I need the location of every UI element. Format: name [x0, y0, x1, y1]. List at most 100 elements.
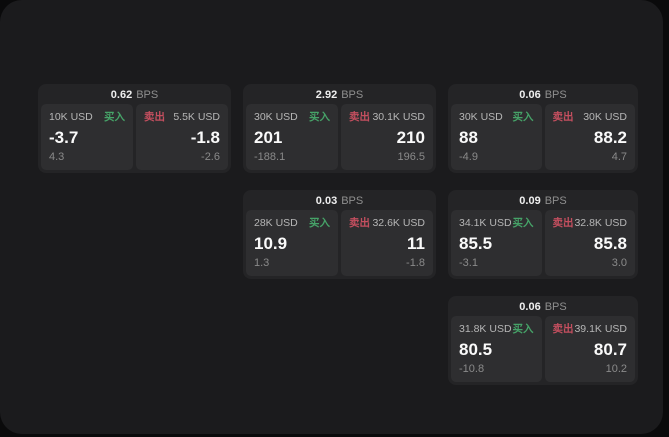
sell-amount: 5.5K USD	[173, 111, 220, 123]
bps-unit-label: BPS	[136, 89, 159, 101]
sell-price: 11	[407, 234, 425, 253]
bps-unit-label: BPS	[544, 301, 567, 313]
buy-delta: 4.3	[49, 151, 65, 163]
sell-pane-top: 卖出 39.1K USD	[553, 323, 628, 336]
bps-unit-label: BPS	[544, 195, 567, 207]
sell-side-tag: 卖出	[349, 111, 370, 123]
sell-quote-pane[interactable]: 卖出 39.1K USD 80.7 10.2	[544, 316, 635, 382]
sell-price: -1.8	[190, 128, 220, 147]
buy-delta: -188.1	[254, 151, 286, 163]
buy-amount: 31.8K USD	[459, 323, 512, 335]
buy-amount: 30K USD	[459, 111, 503, 123]
sell-pane-top: 卖出 32.8K USD	[553, 217, 628, 230]
sell-amount: 32.8K USD	[574, 217, 627, 229]
sell-side-tag: 卖出	[552, 323, 574, 335]
sell-quote-pane[interactable]: 卖出 30.1K USD 210 196.5	[341, 104, 433, 170]
buy-pane-top: 31.8K USD 买入	[459, 323, 534, 336]
bps-header: 0.06 BPS	[451, 299, 635, 316]
sell-delta: 3.0	[611, 257, 627, 269]
bps-header: 2.92 BPS	[246, 87, 433, 104]
sell-side-tag: 卖出	[552, 217, 574, 229]
quotes-grid: 0.62 BPS 10K USD 买入 -3.7 4.3 卖出 5.5K USD…	[38, 84, 638, 385]
bps-header: 0.62 BPS	[41, 87, 228, 104]
buy-side-tag: 买入	[512, 323, 534, 335]
bps-header: 0.03 BPS	[246, 193, 433, 210]
buy-price: 80.5	[459, 340, 493, 359]
quote-card-body: 30K USD 买入 201 -188.1 卖出 30.1K USD 210 1…	[246, 104, 433, 170]
buy-price: -3.7	[49, 128, 79, 147]
bps-unit-label: BPS	[341, 89, 364, 101]
buy-quote-pane[interactable]: 28K USD 买入 10.9 1.3	[246, 210, 338, 276]
buy-quote-pane[interactable]: 10K USD 买入 -3.7 4.3	[41, 104, 133, 170]
sell-pane-top: 卖出 30K USD	[553, 111, 628, 124]
quote-card: 0.03 BPS 28K USD 买入 10.9 1.3 卖出 32.6K US…	[243, 190, 436, 279]
bps-header: 0.09 BPS	[451, 193, 635, 210]
sell-amount: 30.1K USD	[372, 111, 425, 123]
quote-card: 0.06 BPS 30K USD 买入 88 -4.9 卖出 30K USD 8…	[448, 84, 638, 173]
sell-delta: 10.2	[605, 363, 627, 375]
sell-price: 80.7	[593, 340, 627, 359]
sell-delta: -1.8	[406, 257, 425, 269]
sell-quote-pane[interactable]: 卖出 32.8K USD 85.8 3.0	[544, 210, 635, 276]
sell-amount: 39.1K USD	[574, 323, 627, 335]
sell-side-tag: 卖出	[349, 217, 370, 229]
bps-value: 0.06	[519, 301, 541, 313]
buy-amount: 28K USD	[254, 217, 298, 229]
quote-card-body: 31.8K USD 买入 80.5 -10.8 卖出 39.1K USD 80.…	[451, 316, 635, 382]
sell-quote-pane[interactable]: 卖出 5.5K USD -1.8 -2.6	[136, 104, 228, 170]
quote-card: 0.06 BPS 31.8K USD 买入 80.5 -10.8 卖出 39.1…	[448, 296, 638, 385]
buy-delta: 1.3	[254, 257, 270, 269]
buy-quote-pane[interactable]: 30K USD 买入 88 -4.9	[451, 104, 542, 170]
quote-card-body: 10K USD 买入 -3.7 4.3 卖出 5.5K USD -1.8 -2.…	[41, 104, 228, 170]
sell-quote-pane[interactable]: 卖出 30K USD 88.2 4.7	[544, 104, 635, 170]
buy-pane-top: 34.1K USD 买入	[459, 217, 534, 230]
buy-side-tag: 买入	[104, 111, 125, 123]
buy-quote-pane[interactable]: 34.1K USD 买入 85.5 -3.1	[451, 210, 542, 276]
buy-price: 88	[459, 128, 478, 147]
sell-quote-pane[interactable]: 卖出 32.6K USD 11 -1.8	[341, 210, 433, 276]
buy-quote-pane[interactable]: 30K USD 买入 201 -188.1	[246, 104, 338, 170]
bps-unit-label: BPS	[341, 195, 364, 207]
buy-delta: -10.8	[459, 363, 485, 375]
buy-pane-top: 10K USD 买入	[49, 111, 125, 124]
sell-side-tag: 卖出	[144, 111, 165, 123]
sell-price: 210	[396, 128, 425, 147]
sell-pane-top: 卖出 30.1K USD	[349, 111, 425, 124]
sell-delta: -2.6	[201, 151, 220, 163]
buy-side-tag: 买入	[512, 111, 534, 123]
sell-amount: 32.6K USD	[372, 217, 425, 229]
buy-amount: 10K USD	[49, 111, 93, 123]
sell-price: 85.8	[593, 234, 627, 253]
buy-pane-top: 30K USD 买入	[254, 111, 330, 124]
sell-delta: 196.5	[397, 151, 425, 163]
buy-side-tag: 买入	[512, 217, 534, 229]
bps-value: 0.09	[519, 195, 541, 207]
quote-card-body: 28K USD 买入 10.9 1.3 卖出 32.6K USD 11 -1.8	[246, 210, 433, 276]
buy-amount: 34.1K USD	[459, 217, 512, 229]
bps-header: 0.06 BPS	[451, 87, 635, 104]
buy-price: 10.9	[254, 234, 288, 253]
bps-value: 0.03	[315, 195, 338, 207]
buy-price: 201	[254, 128, 283, 147]
sell-side-tag: 卖出	[552, 111, 574, 123]
buy-side-tag: 买入	[309, 217, 330, 229]
bps-value: 0.62	[110, 89, 133, 101]
buy-pane-top: 28K USD 买入	[254, 217, 330, 230]
buy-price: 85.5	[459, 234, 493, 253]
quote-card: 0.62 BPS 10K USD 买入 -3.7 4.3 卖出 5.5K USD…	[38, 84, 231, 173]
quote-card: 2.92 BPS 30K USD 买入 201 -188.1 卖出 30.1K …	[243, 84, 436, 173]
sell-price: 88.2	[593, 128, 627, 147]
buy-delta: -4.9	[459, 151, 478, 163]
sell-pane-top: 卖出 32.6K USD	[349, 217, 425, 230]
bps-unit-label: BPS	[544, 89, 567, 101]
bps-value: 2.92	[315, 89, 338, 101]
quote-card-body: 30K USD 买入 88 -4.9 卖出 30K USD 88.2 4.7	[451, 104, 635, 170]
buy-quote-pane[interactable]: 31.8K USD 买入 80.5 -10.8	[451, 316, 542, 382]
bps-value: 0.06	[519, 89, 541, 101]
buy-delta: -3.1	[459, 257, 478, 269]
buy-pane-top: 30K USD 买入	[459, 111, 534, 124]
sell-pane-top: 卖出 5.5K USD	[144, 111, 220, 124]
buy-amount: 30K USD	[254, 111, 298, 123]
quote-card: 0.09 BPS 34.1K USD 买入 85.5 -3.1 卖出 32.8K…	[448, 190, 638, 279]
